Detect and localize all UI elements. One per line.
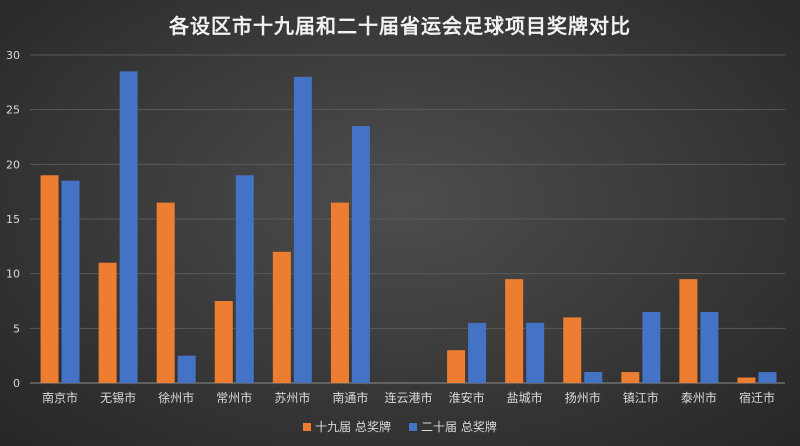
- y-tick-label: 20: [6, 158, 20, 171]
- bar-2-3: [177, 355, 196, 383]
- bar-2-13: [758, 372, 777, 383]
- y-tick-label: 15: [6, 213, 20, 226]
- bar-1-10: [563, 317, 582, 383]
- y-tick-label: 5: [13, 322, 20, 335]
- bar-2-8: [468, 322, 487, 383]
- bar-2-6: [351, 126, 370, 384]
- x-tick-label: 宿迁市: [739, 390, 775, 405]
- bar-1-8: [447, 350, 466, 383]
- legend-swatch-series-2: [409, 422, 417, 431]
- legend: 十九届 总奖牌 二十届 总奖牌: [0, 418, 800, 435]
- x-tick-label: 连云港市: [384, 390, 432, 405]
- bar-2-2: [119, 71, 138, 384]
- bar-1-2: [98, 262, 117, 383]
- x-tick-label: 淮安市: [449, 390, 485, 405]
- x-tick-label: 南通市: [332, 390, 368, 405]
- bar-1-3: [156, 202, 175, 383]
- legend-label-series-2: 二十届 总奖牌: [421, 420, 497, 434]
- x-tick-label: 扬州市: [565, 390, 601, 405]
- legend-item-series-2: 二十届 总奖牌: [409, 418, 497, 435]
- chart-title: 各设区市十九届和二十届省运会足球项目奖牌对比: [169, 14, 631, 38]
- x-tick-label: 无锡市: [100, 390, 136, 405]
- y-tick-label: 25: [6, 104, 20, 117]
- x-tick-label: 泰州市: [681, 390, 717, 405]
- bar-2-9: [526, 322, 545, 383]
- bar-1-12: [679, 279, 698, 383]
- bar-2-10: [584, 372, 603, 383]
- legend-swatch-series-1: [303, 422, 312, 431]
- y-tick-label: 30: [6, 49, 20, 62]
- bar-1-4: [214, 301, 233, 383]
- bar-1-1: [40, 175, 59, 383]
- x-tick-label: 南京市: [42, 390, 78, 405]
- y-tick-label: 10: [6, 268, 20, 281]
- y-tick-label: 0: [13, 377, 20, 390]
- bar-1-13: [737, 377, 756, 383]
- x-tick-label: 常州市: [216, 390, 252, 405]
- bar-2-5: [293, 76, 312, 383]
- bar-2-12: [700, 311, 719, 383]
- legend-item-series-1: 十九届 总奖牌: [303, 418, 391, 435]
- bar-1-5: [272, 251, 291, 383]
- bar-1-9: [505, 279, 524, 383]
- legend-label-series-1: 十九届 总奖牌: [315, 420, 391, 434]
- x-tick-label: 镇江市: [623, 390, 659, 405]
- bar-2-1: [61, 180, 80, 383]
- bar-2-4: [235, 175, 254, 383]
- bar-1-6: [330, 202, 349, 383]
- x-tick-label: 苏州市: [274, 390, 310, 405]
- bar-1-11: [621, 372, 640, 383]
- x-tick-label: 盐城市: [507, 390, 543, 405]
- x-tick-label: 徐州市: [158, 390, 194, 405]
- bar-2-11: [642, 311, 661, 383]
